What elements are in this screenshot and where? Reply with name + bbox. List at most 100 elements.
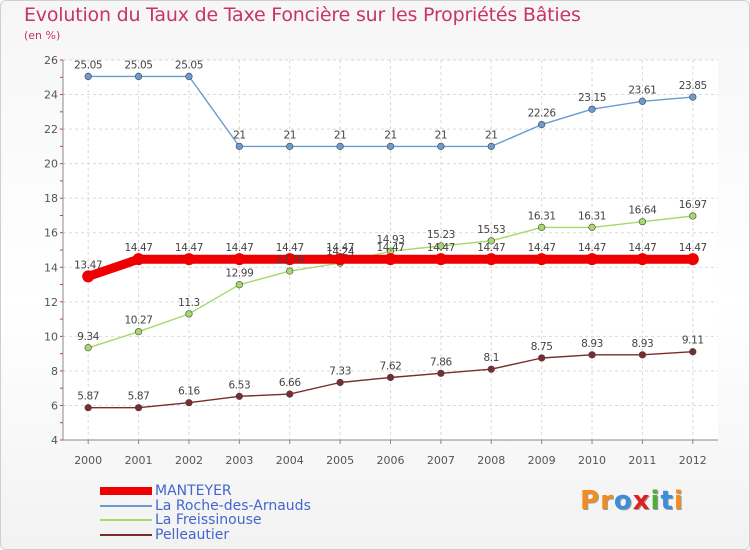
- data-label: 25.05: [125, 59, 153, 71]
- logo-letter: t: [660, 486, 674, 516]
- data-label: 7.62: [380, 360, 402, 372]
- data-label: 21: [485, 129, 498, 141]
- data-label: 14.47: [276, 242, 304, 254]
- data-point: [588, 105, 596, 113]
- data-point: [586, 253, 599, 266]
- data-label: 16.31: [578, 210, 606, 222]
- data-label: 23.85: [679, 80, 707, 92]
- logo-letter: r: [600, 486, 614, 516]
- data-point: [233, 253, 246, 266]
- data-label: 13.47: [74, 259, 102, 271]
- data-label: 14.47: [175, 242, 203, 254]
- x-tick-label: 2004: [276, 454, 304, 467]
- data-label: 14.47: [376, 242, 404, 254]
- data-label: 23.61: [628, 84, 656, 96]
- data-label: 9.34: [77, 331, 99, 343]
- data-point: [689, 93, 697, 101]
- data-point: [689, 348, 697, 356]
- data-label: 14.47: [477, 242, 505, 254]
- data-point: [434, 253, 447, 266]
- data-point: [185, 399, 193, 407]
- data-point: [384, 253, 397, 266]
- data-point: [636, 253, 649, 266]
- data-point: [538, 354, 546, 362]
- y-tick-label: 6: [51, 399, 58, 412]
- chart-title: Evolution du Taux de Taxe Foncière sur l…: [24, 4, 581, 26]
- data-label: 8.75: [531, 341, 553, 353]
- data-point: [82, 270, 95, 283]
- data-label: 9.11: [682, 335, 704, 347]
- legend-swatch: [100, 519, 152, 521]
- data-label: 12.99: [225, 268, 253, 280]
- data-label: 10.27: [125, 315, 153, 327]
- logo-letter: i: [650, 486, 661, 516]
- data-label: 15.53: [477, 224, 505, 236]
- data-label: 16.64: [628, 205, 657, 217]
- data-label: 14.47: [578, 242, 606, 254]
- data-label: 14.47: [225, 242, 253, 254]
- x-tick-label: 2009: [528, 454, 556, 467]
- data-point: [437, 369, 445, 377]
- data-label: 15.23: [427, 229, 455, 241]
- data-point: [286, 142, 294, 150]
- logo-letter: o: [613, 486, 633, 516]
- data-point: [134, 328, 143, 336]
- data-point: [538, 223, 546, 231]
- data-point: [485, 253, 498, 266]
- data-point: [235, 392, 243, 400]
- data-point: [386, 142, 395, 150]
- legend-label: Pelleautier: [155, 526, 230, 543]
- data-label: 16.97: [679, 199, 707, 211]
- x-tick-label: 2012: [679, 454, 707, 467]
- data-label: 14.47: [125, 242, 153, 254]
- data-point: [588, 351, 596, 359]
- data-point: [336, 142, 344, 150]
- data-point: [286, 390, 294, 398]
- data-point: [132, 253, 145, 266]
- legend-swatch: [100, 504, 152, 507]
- data-point: [134, 404, 143, 412]
- data-point: [535, 253, 548, 266]
- x-tick-label: 2008: [477, 454, 505, 467]
- data-point: [185, 310, 193, 318]
- data-point: [334, 253, 347, 266]
- x-tick-label: 2000: [74, 454, 102, 467]
- x-tick-label: 2005: [326, 454, 354, 467]
- x-tick-label: 2006: [377, 454, 405, 467]
- data-point: [235, 142, 243, 150]
- data-label: 6.16: [178, 386, 200, 398]
- data-point: [84, 404, 92, 412]
- y-tick-label: 16: [44, 227, 58, 240]
- y-tick-label: 14: [44, 261, 58, 274]
- data-point: [638, 351, 647, 359]
- data-point: [182, 253, 195, 266]
- data-point: [588, 223, 596, 231]
- data-label: 14.47: [679, 242, 707, 254]
- x-tick-label: 2002: [175, 454, 203, 467]
- data-label: 21: [283, 129, 296, 141]
- data-label: 21: [334, 129, 347, 141]
- data-label: 23.15: [578, 92, 606, 104]
- chart-subtitle: (en %): [24, 29, 61, 42]
- y-tick-label: 18: [44, 192, 58, 205]
- data-point: [487, 142, 495, 150]
- legend-label: La Freissinouse: [155, 512, 262, 528]
- legend-swatch: [100, 533, 152, 536]
- x-tick-label: 2007: [427, 454, 455, 467]
- data-label: 6.53: [228, 379, 250, 391]
- data-point: [134, 72, 143, 81]
- data-point: [185, 72, 193, 81]
- data-label: 21: [233, 129, 246, 141]
- legend-label: MANTEYER: [155, 483, 232, 499]
- data-point: [538, 120, 546, 129]
- y-tick-label: 24: [44, 89, 58, 102]
- data-point: [84, 344, 92, 352]
- y-tick-label: 8: [51, 365, 58, 378]
- data-point: [487, 237, 495, 245]
- data-point: [437, 142, 445, 150]
- data-label: 21: [384, 129, 397, 141]
- logo-letter: i: [673, 486, 684, 516]
- data-label: 14.47: [427, 242, 455, 254]
- data-label: 13.78: [276, 254, 304, 266]
- y-tick-label: 4: [51, 434, 58, 447]
